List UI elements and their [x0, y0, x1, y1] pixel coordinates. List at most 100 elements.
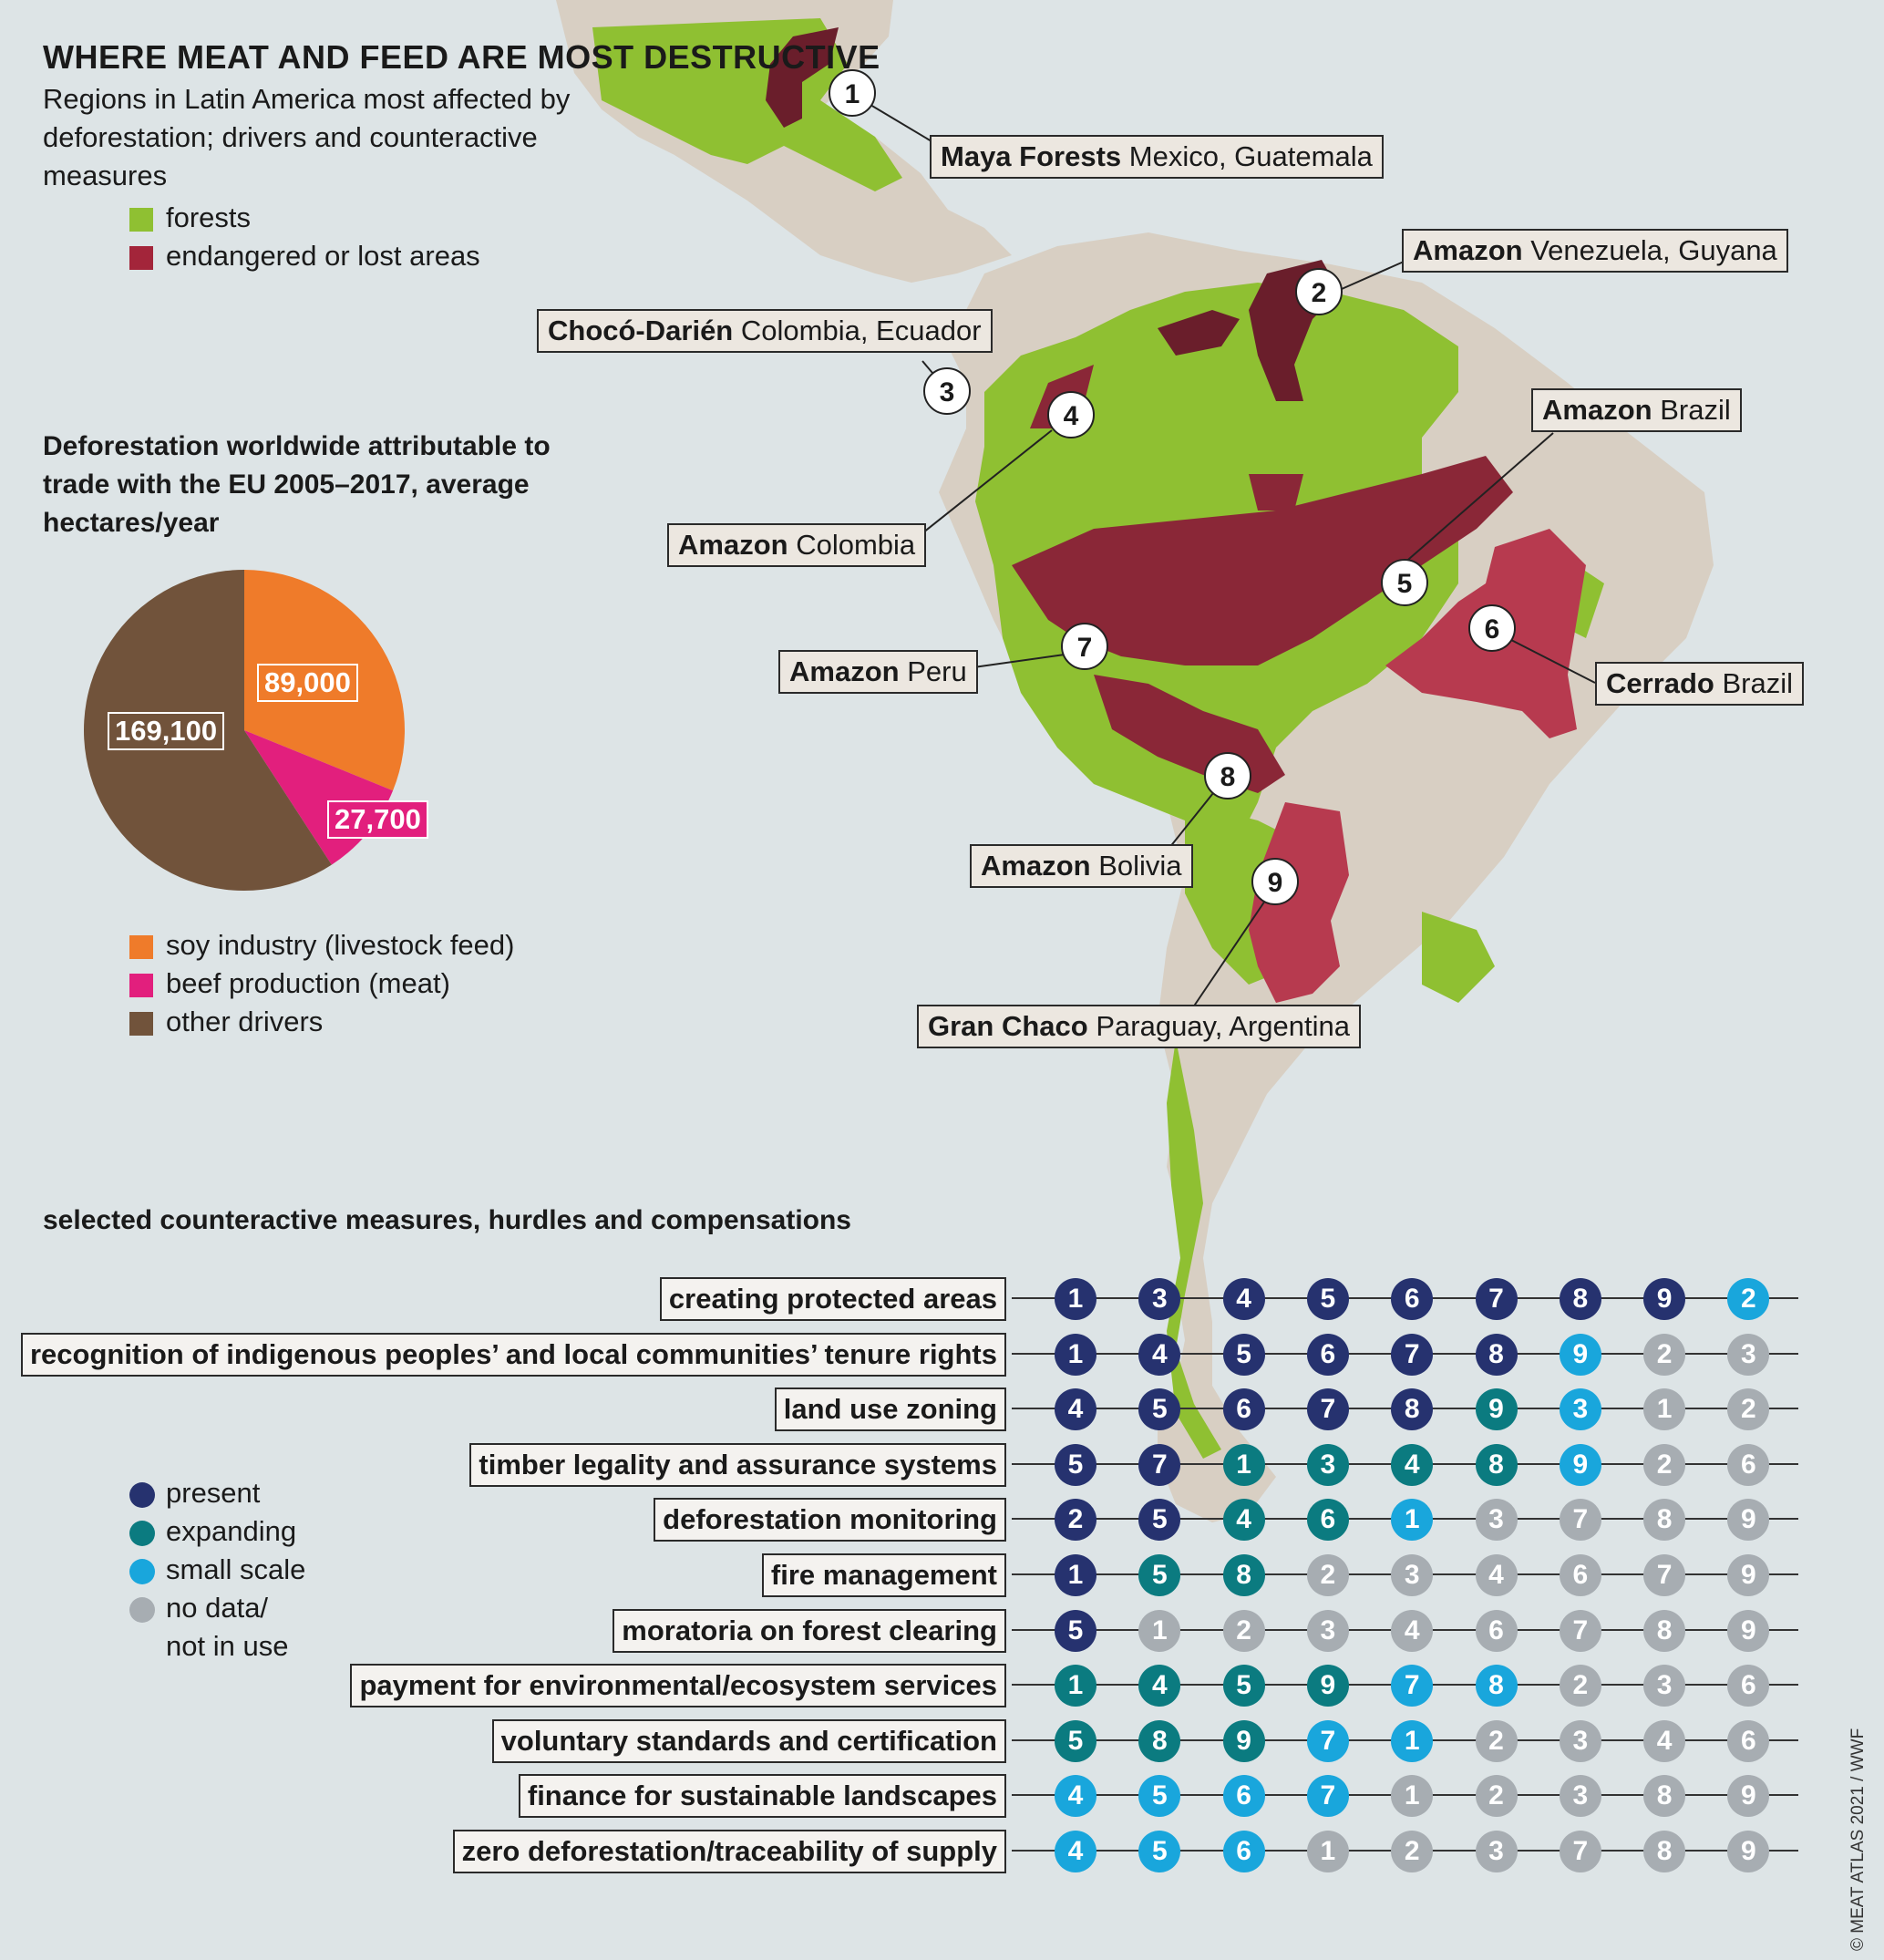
region-status-dot: 1 — [1391, 1719, 1434, 1762]
region-status-dot: 3 — [1643, 1665, 1686, 1707]
region-status-dot: 3 — [1727, 1333, 1770, 1376]
expanding-dot — [129, 1521, 155, 1546]
region-status-dot: 7 — [1306, 1388, 1349, 1431]
region-marker-3: 3 — [923, 367, 971, 415]
legend-soy: soy industry (livestock feed) — [129, 926, 514, 965]
no-data-dot — [129, 1597, 155, 1623]
measure-label: land use zoning — [774, 1387, 1006, 1432]
legend-label: no data/ — [166, 1592, 269, 1624]
measure-row: zero deforestation/traceability of suppl… — [0, 1823, 1823, 1878]
region-status-dot: 9 — [1727, 1831, 1770, 1872]
region-status-dot: 3 — [1306, 1443, 1349, 1486]
measure-label: fire management — [761, 1553, 1006, 1597]
page-title: WHERE MEAT AND FEED ARE MOST DESTRUCTIVE — [43, 38, 880, 76]
region-status-dot: 6 — [1559, 1554, 1601, 1596]
region-status-dot: 7 — [1306, 1719, 1349, 1762]
measure-row: recognition of indigenous peoples’ and l… — [0, 1326, 1823, 1381]
region-status-dot: 9 — [1306, 1665, 1349, 1707]
region-status-dot: 4 — [1138, 1333, 1181, 1376]
region-status-dot: 2 — [1222, 1609, 1265, 1652]
measure-label: recognition of indigenous peoples’ and l… — [20, 1332, 1006, 1377]
region-status-dot: 8 — [1559, 1278, 1601, 1320]
region-status-dot: 7 — [1559, 1609, 1601, 1652]
region-status-dot: 9 — [1559, 1443, 1601, 1486]
legend-forests: forests — [129, 199, 480, 237]
status-legend: present expanding small scale no data/ n… — [129, 1474, 305, 1666]
region-status-dot: 1 — [1055, 1665, 1096, 1707]
callout-amazon-bolivia: Amazon Bolivia — [970, 844, 1193, 888]
region-status-dot: 9 — [1475, 1388, 1518, 1431]
measure-row: payment for environmental/ecosystem serv… — [0, 1657, 1823, 1712]
region-status-dot: 4 — [1055, 1775, 1096, 1818]
region-status-dot: 9 — [1222, 1719, 1265, 1762]
measure-row: creating protected areas 1 3 4 5 6 7 8 9 2 — [0, 1271, 1823, 1326]
legend-small-scale: small scale — [129, 1551, 305, 1589]
region-status-dot: 4 — [1643, 1719, 1686, 1762]
region-status-dot: 7 — [1643, 1554, 1686, 1596]
region-status-dot: 7 — [1559, 1831, 1601, 1872]
callout-amazon-venezuela: Amazon Venezuela, Guyana — [1402, 229, 1788, 273]
region-marker-5: 5 — [1381, 559, 1428, 606]
region-status-dot: 1 — [1306, 1831, 1349, 1872]
region-status-dot: 3 — [1559, 1719, 1601, 1762]
callout-cerrado-brazil: Cerrado Brazil — [1595, 662, 1805, 706]
region-marker-1: 1 — [829, 69, 876, 117]
region-status-dot: 9 — [1727, 1609, 1770, 1652]
region-status-dot: 2 — [1306, 1554, 1349, 1596]
present-dot — [129, 1482, 155, 1508]
map-legend: forests endangered or lost areas — [129, 199, 480, 275]
region-status-dot: 5 — [1138, 1388, 1181, 1431]
region-status-dot: 1 — [1055, 1278, 1096, 1320]
measure-label: moratoria on forest clearing — [613, 1608, 1006, 1653]
legend-label: present — [166, 1477, 261, 1509]
region-status-dot: 2 — [1391, 1831, 1434, 1872]
legend-label: not in use — [166, 1630, 289, 1662]
callout-amazon-peru: Amazon Peru — [778, 650, 978, 694]
region-status-dot: 6 — [1727, 1719, 1770, 1762]
legend-other: other drivers — [129, 1003, 514, 1041]
region-status-dot: 3 — [1475, 1499, 1518, 1542]
region-status-dot: 6 — [1222, 1775, 1265, 1818]
region-marker-4: 4 — [1047, 391, 1095, 438]
region-status-dot: 5 — [1138, 1775, 1181, 1818]
region-status-dot: 8 — [1138, 1719, 1181, 1762]
credit: © MEAT ATLAS 2021 / WWF — [1848, 1728, 1868, 1951]
region-status-dot: 9 — [1643, 1278, 1686, 1320]
callout-gran-chaco: Gran Chaco Paraguay, Argentina — [917, 1005, 1361, 1048]
region-status-dot: 3 — [1306, 1609, 1349, 1652]
measures-title: selected counteractive measures, hurdles… — [43, 1205, 851, 1235]
region-status-dot: 8 — [1643, 1609, 1686, 1652]
legend-label: soy industry (livestock feed) — [166, 929, 515, 961]
region-status-dot: 2 — [1727, 1278, 1770, 1320]
measure-row: voluntary standards and certification 5 8 9… — [0, 1713, 1823, 1768]
region-status-dot: 8 — [1643, 1831, 1686, 1872]
region-status-dot: 7 — [1391, 1665, 1434, 1707]
region-status-dot: 6 — [1222, 1831, 1265, 1872]
region-status-dot: 3 — [1475, 1831, 1518, 1872]
measure-row: timber legality and assurance systems 5 7 1… — [0, 1437, 1823, 1491]
pie-value-label-2: 27,700 — [327, 800, 428, 839]
region-status-dot: 1 — [1222, 1443, 1265, 1486]
region-status-dot: 5 — [1222, 1333, 1265, 1376]
legend-endangered: endangered or lost areas — [129, 237, 480, 275]
region-status-dot: 8 — [1475, 1443, 1518, 1486]
region-status-dot: 7 — [1391, 1333, 1434, 1376]
region-status-dot: 9 — [1727, 1775, 1770, 1818]
region-status-dot: 6 — [1222, 1388, 1265, 1431]
region-status-dot: 4 — [1055, 1388, 1096, 1431]
callout-amazon-colombia: Amazon Colombia — [667, 523, 927, 567]
region-status-dot: 6 — [1727, 1665, 1770, 1707]
region-marker-9: 9 — [1251, 858, 1299, 905]
region-status-dot: 5 — [1055, 1719, 1096, 1762]
region-marker-6: 6 — [1468, 604, 1516, 652]
region-status-dot: 7 — [1306, 1775, 1349, 1818]
legend-label: endangered or lost areas — [166, 240, 480, 272]
pie-value-label-1: 89,000 — [257, 664, 358, 702]
callout-choco-darien: Chocó-Darién Colombia, Ecuador — [537, 309, 993, 353]
measure-label: timber legality and assurance systems — [469, 1442, 1006, 1487]
pie-title: Deforestation worldwide attributable to … — [43, 431, 551, 538]
legend-label: small scale — [166, 1553, 306, 1585]
other-swatch — [129, 1012, 153, 1036]
region-status-dot: 6 — [1475, 1609, 1518, 1652]
region-status-dot: 7 — [1475, 1278, 1518, 1320]
